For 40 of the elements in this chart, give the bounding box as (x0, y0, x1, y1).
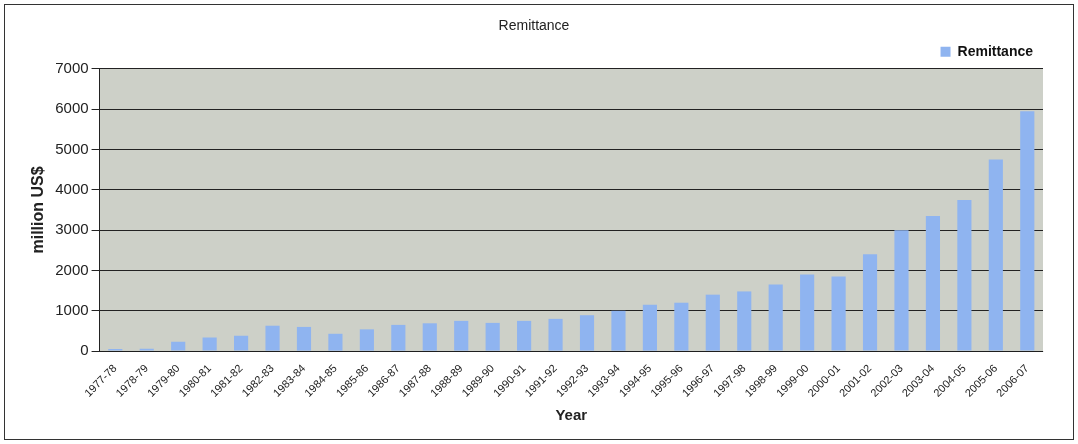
bar (517, 320, 532, 351)
bar (925, 216, 941, 351)
bar (1020, 111, 1035, 351)
bar (234, 335, 249, 351)
bar (422, 323, 437, 351)
y-tick-label: 5000 (55, 139, 89, 157)
bar (800, 274, 815, 351)
y-axis-title: million US$ (29, 166, 47, 254)
bar (579, 315, 595, 351)
bar (265, 325, 280, 351)
y-tick-label: 1000 (55, 300, 89, 318)
bar (202, 337, 217, 351)
bar (862, 254, 878, 351)
y-tick-label: 4000 (55, 179, 89, 197)
bar (705, 294, 720, 351)
bar (957, 199, 972, 351)
x-axis-title: Year (555, 406, 588, 424)
bar (485, 322, 500, 351)
y-tick-label: 2000 (55, 260, 89, 278)
chart-title: Remittance (498, 17, 570, 34)
bar (988, 159, 1003, 351)
bar (674, 302, 689, 351)
bar (359, 329, 374, 351)
bar (454, 320, 469, 351)
bar (737, 291, 752, 351)
legend-label: Remittance (957, 42, 1034, 59)
bar (296, 326, 312, 351)
bar (831, 276, 846, 351)
bar (642, 304, 657, 351)
bar (328, 333, 343, 351)
bar (611, 310, 626, 351)
y-tick-label: 3000 (55, 220, 89, 238)
bar (894, 230, 909, 351)
bar (171, 341, 186, 351)
y-tick-label: 0 (80, 341, 89, 359)
bar (391, 324, 406, 351)
y-tick-label: 7000 (55, 58, 89, 76)
y-tick-label: 6000 (55, 99, 89, 117)
bar (768, 284, 783, 351)
bar (548, 318, 563, 351)
